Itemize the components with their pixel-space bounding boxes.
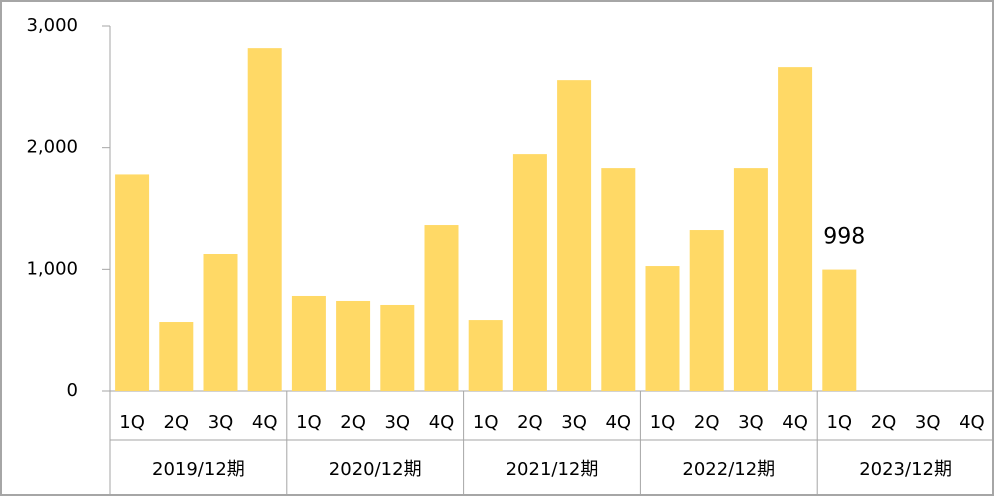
x-tick-label: 2Q — [340, 412, 366, 433]
bar — [557, 80, 592, 392]
group-label: 2021/12期 — [506, 459, 599, 480]
x-tick-label: 3Q — [915, 412, 941, 433]
bar — [291, 295, 326, 391]
x-tick-label: 2Q — [163, 412, 189, 433]
bar — [822, 269, 857, 391]
bar — [380, 304, 415, 391]
x-tick-label: 1Q — [826, 412, 852, 433]
x-tick-label: 4Q — [959, 412, 985, 433]
x-tick-label: 2Q — [517, 412, 543, 433]
bar — [115, 174, 150, 391]
bar — [159, 322, 194, 391]
bar — [512, 154, 547, 391]
bar — [601, 168, 636, 391]
group-label: 2023/12期 — [859, 459, 952, 480]
bar — [733, 168, 768, 391]
bar — [645, 266, 680, 391]
x-tick-label: 3Q — [561, 412, 587, 433]
y-tick-label: 3,000 — [26, 15, 78, 36]
x-tick-label: 4Q — [252, 412, 278, 433]
x-tick-label: 4Q — [782, 412, 808, 433]
bar — [778, 67, 813, 391]
x-tick-label: 2Q — [694, 412, 720, 433]
x-tick-label: 1Q — [650, 412, 676, 433]
bar — [336, 300, 371, 391]
group-label: 2022/12期 — [682, 459, 775, 480]
x-tick-label: 1Q — [119, 412, 145, 433]
x-tick-label: 3Q — [738, 412, 764, 433]
data-label: 998 — [823, 225, 865, 250]
group-label: 2020/12期 — [329, 459, 422, 480]
x-tick-label: 4Q — [605, 412, 631, 433]
bar — [468, 320, 503, 391]
x-tick-label: 4Q — [429, 412, 455, 433]
x-tick-label: 1Q — [296, 412, 322, 433]
bar — [247, 48, 282, 391]
bar — [424, 225, 459, 391]
x-tick-label: 1Q — [473, 412, 499, 433]
y-tick-label: 2,000 — [26, 137, 78, 158]
bar — [203, 254, 238, 391]
x-tick-label: 3Q — [208, 412, 234, 433]
x-tick-label: 2Q — [871, 412, 897, 433]
bar — [689, 230, 724, 391]
y-tick-label: 1,000 — [26, 258, 78, 279]
y-tick-label: 0 — [67, 380, 78, 401]
group-label: 2019/12期 — [152, 459, 245, 480]
x-tick-label: 3Q — [384, 412, 410, 433]
